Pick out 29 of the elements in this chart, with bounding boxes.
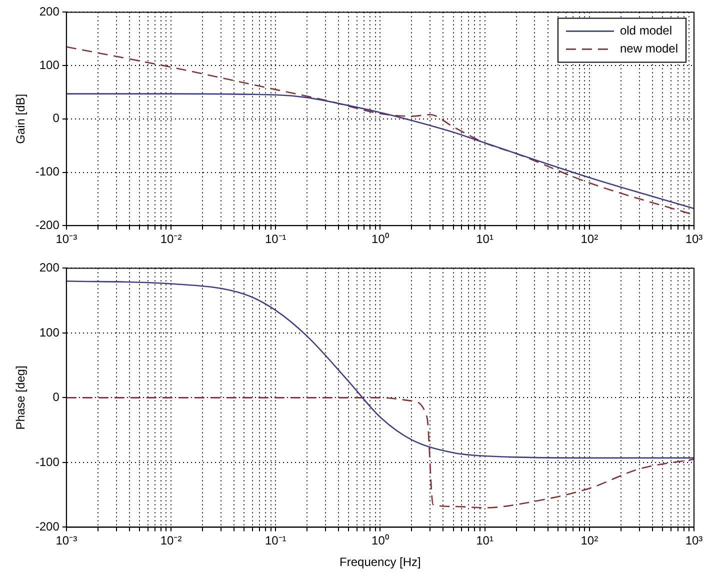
- y-axis-title: Phase [deg]: [14, 366, 28, 430]
- x-tick-label: 10⁻¹: [264, 232, 286, 246]
- x-tick-label: 10⁻¹: [264, 534, 286, 548]
- y-tick-label: 0: [52, 390, 60, 404]
- y-tick-label: 100: [39, 58, 60, 72]
- y-tick-label: -200: [35, 218, 60, 232]
- x-tick-label: 10¹: [476, 534, 494, 548]
- x-tick-label: 10¹: [476, 232, 494, 246]
- legend-label: old model: [620, 24, 672, 38]
- y-tick-label: 0: [52, 111, 60, 126]
- x-tick-label: 10³: [685, 232, 703, 246]
- x-tick-label: 10⁻²: [160, 232, 182, 246]
- y-tick-label: 200: [39, 4, 60, 19]
- x-tick-label: 10²: [580, 534, 598, 548]
- y-tick-label: -100: [35, 164, 60, 179]
- x-tick-label: 10⁻²: [160, 534, 182, 548]
- x-tick-label: 10⁰: [372, 232, 389, 246]
- y-tick-label: 100: [39, 325, 60, 340]
- y-tick-label: 200: [39, 260, 60, 275]
- x-axis-title: Frequency [Hz]: [340, 555, 421, 570]
- x-tick-label: 10⁰: [372, 534, 389, 548]
- x-tick-label: 10²: [580, 232, 598, 246]
- x-tick-label: 10³: [685, 534, 703, 548]
- legend-label: new model: [620, 42, 678, 56]
- x-tick-label: 10⁻³: [56, 534, 78, 548]
- y-axis-title: Gain [dB]: [14, 94, 28, 144]
- x-tick-label: 10⁻³: [56, 232, 78, 246]
- y-tick-label: -100: [35, 454, 60, 469]
- y-tick-label: -200: [35, 520, 60, 534]
